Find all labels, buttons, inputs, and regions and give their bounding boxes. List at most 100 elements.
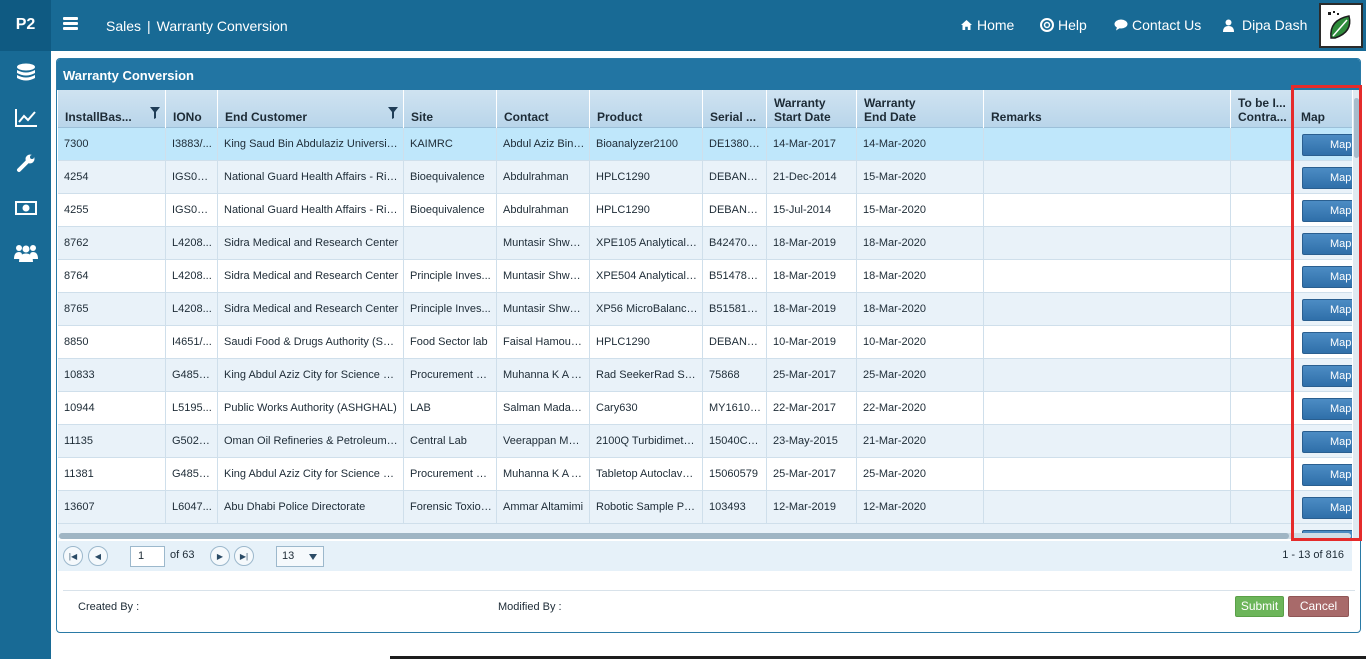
column-header-site[interactable]: Site — [404, 90, 497, 128]
filter-icon[interactable] — [388, 107, 398, 119]
breadcrumb-section[interactable]: Sales — [106, 18, 142, 34]
page-size-value: 13 — [282, 550, 295, 562]
cell-site: Central Lab — [404, 425, 497, 458]
map-button[interactable]: Map — [1302, 464, 1352, 486]
hamburger-menu-icon[interactable] — [63, 17, 78, 30]
database-icon[interactable] — [13, 62, 39, 86]
cell-installbase: 4254 — [58, 161, 166, 194]
column-header-map[interactable]: Map — [1294, 90, 1352, 128]
footer: Created By : Modified By : Submit Cancel — [63, 590, 1355, 627]
cell-contact: Faisal Hamoud ... — [497, 326, 590, 359]
column-header-product[interactable]: Product — [590, 90, 703, 128]
cell-serial: MY16102... — [703, 392, 767, 425]
cell-end-customer: Public Works Authority (ASHGHAL) — [218, 392, 404, 425]
prev-page-button[interactable]: ◀ — [88, 546, 108, 566]
cell-contact: Ammar Altamimi — [497, 491, 590, 524]
map-button[interactable]: Map — [1302, 167, 1352, 189]
column-header-label: InstallBas... — [65, 110, 132, 124]
map-button[interactable]: Map — [1302, 497, 1352, 519]
column-header-end-customer[interactable]: End Customer — [218, 90, 404, 128]
user-icon — [1223, 19, 1234, 32]
table-row[interactable]: 8850 I4651/... Saudi Food & Drugs Authorit… — [58, 326, 1352, 359]
map-button[interactable]: Map — [1302, 200, 1352, 222]
column-header-serial[interactable]: Serial ... — [703, 90, 767, 128]
first-page-button[interactable]: |◀ — [63, 546, 83, 566]
cell-warranty-end: 21-Mar-2020 — [857, 425, 984, 458]
vertical-scrollbar[interactable] — [1353, 90, 1360, 538]
table-row[interactable]: 11135 G5023... Oman Oil Refineries & Petro… — [58, 425, 1352, 458]
table-row[interactable]: 8764 L4208... Sidra Medical and Research C… — [58, 260, 1352, 293]
cell-warranty-end: 22-Mar-2020 — [857, 392, 984, 425]
vertical-scroll-thumb[interactable] — [1354, 98, 1359, 158]
map-button[interactable]: Map — [1302, 266, 1352, 288]
cell-product: HPLC1290 — [590, 194, 703, 227]
company-logo[interactable] — [1319, 3, 1363, 48]
pager: |◀ ◀ 1 of 63 ▶ ▶| 13 1 - 13 of 816 — [58, 541, 1352, 571]
map-button[interactable]: Map — [1302, 431, 1352, 453]
column-header-to-be-contracted[interactable]: To be I... Contra... — [1231, 90, 1294, 128]
cell-installbase: 10944 — [58, 392, 166, 425]
nav-help[interactable]: Help — [1040, 17, 1087, 33]
table-row[interactable]: 8762 L4208... Sidra Medical and Research C… — [58, 227, 1352, 260]
nav-home[interactable]: Home — [960, 17, 1014, 33]
cell-to-be-contracted — [1231, 161, 1294, 194]
last-page-button[interactable]: ▶| — [234, 546, 254, 566]
horizontal-scrollbar[interactable] — [59, 533, 1351, 539]
table-row[interactable]: 11381 G4858... King Abdul Aziz City for Sc… — [58, 458, 1352, 491]
column-header-line1: Warranty — [864, 96, 916, 110]
table-row[interactable]: 10944 L5195... Public Works Authority (ASH… — [58, 392, 1352, 425]
cell-remarks — [984, 491, 1231, 524]
table-row[interactable]: 4254 IGS036... National Guard Health Affai… — [58, 161, 1352, 194]
cell-product: XP56 MicroBalance... — [590, 293, 703, 326]
column-header-contact[interactable]: Contact — [497, 90, 590, 128]
column-header-installbase[interactable]: InstallBas... — [58, 90, 166, 128]
map-button[interactable]: Map — [1302, 398, 1352, 420]
table-row[interactable]: 4255 IGS036... National Guard Health Affai… — [58, 194, 1352, 227]
cell-end-customer: Oman Oil Refineries & Petroleum I... — [218, 425, 404, 458]
cell-warranty-start: 25-Mar-2017 — [767, 458, 857, 491]
cancel-button[interactable]: Cancel — [1288, 596, 1349, 617]
table-row[interactable]: 13607 L6047... Abu Dhabi Police Directorat… — [58, 491, 1352, 524]
column-header-label: Map — [1301, 110, 1325, 124]
cell-contact: Muntasir Shwai... — [497, 293, 590, 326]
page-number-input[interactable]: 1 — [130, 546, 165, 567]
column-header-line1: Warranty — [774, 96, 826, 110]
cell-warranty-end: 25-Mar-2020 — [857, 359, 984, 392]
map-button[interactable]: Map — [1302, 332, 1352, 354]
cell-to-be-contracted — [1231, 326, 1294, 359]
filter-icon[interactable] — [150, 107, 160, 119]
column-header-remarks[interactable]: Remarks — [984, 90, 1231, 128]
column-header-iono[interactable]: IONo — [166, 90, 218, 128]
column-header-warranty-start[interactable]: Warranty Start Date — [767, 90, 857, 128]
cell-remarks — [984, 425, 1231, 458]
table-row[interactable]: 8765 L4208... Sidra Medical and Research C… — [58, 293, 1352, 326]
users-icon[interactable] — [13, 241, 39, 265]
wrench-icon[interactable] — [13, 151, 39, 175]
cell-remarks — [984, 128, 1231, 161]
chart-icon[interactable] — [13, 106, 39, 130]
money-icon[interactable] — [13, 196, 39, 220]
table-row[interactable]: 10833 G4858... King Abdul Aziz City for Sc… — [58, 359, 1352, 392]
map-button[interactable]: Map — [1302, 365, 1352, 387]
submit-button[interactable]: Submit — [1235, 596, 1284, 617]
map-button[interactable]: Map — [1302, 134, 1352, 156]
column-header-label: IONo — [173, 110, 202, 124]
page-size-select[interactable]: 13 — [276, 546, 324, 567]
nav-user[interactable]: Dipa Dash — [1223, 17, 1307, 33]
table-row[interactable]: 7300 I3883/... King Saud Bin Abdulaziz Uni… — [58, 128, 1352, 161]
cell-warranty-end: 10-Mar-2020 — [857, 326, 984, 359]
column-header-label: Remarks — [991, 110, 1042, 124]
nav-contact[interactable]: Contact Us — [1114, 17, 1201, 33]
cell-warranty-end: 12-Mar-2020 — [857, 491, 984, 524]
map-button[interactable]: Map — [1302, 299, 1352, 321]
brand-logo[interactable]: P2 — [0, 0, 51, 51]
cell-site — [404, 227, 497, 260]
next-page-button[interactable]: ▶ — [210, 546, 230, 566]
cell-product: Cary630 — [590, 392, 703, 425]
column-header-warranty-end[interactable]: Warranty End Date — [857, 90, 984, 128]
cell-warranty-end: 15-Mar-2020 — [857, 161, 984, 194]
map-button[interactable]: Map — [1302, 233, 1352, 255]
horizontal-scroll-thumb[interactable] — [59, 533, 1289, 539]
cell-site: Principle Inves... — [404, 260, 497, 293]
page-count-label: of 63 — [170, 549, 195, 561]
